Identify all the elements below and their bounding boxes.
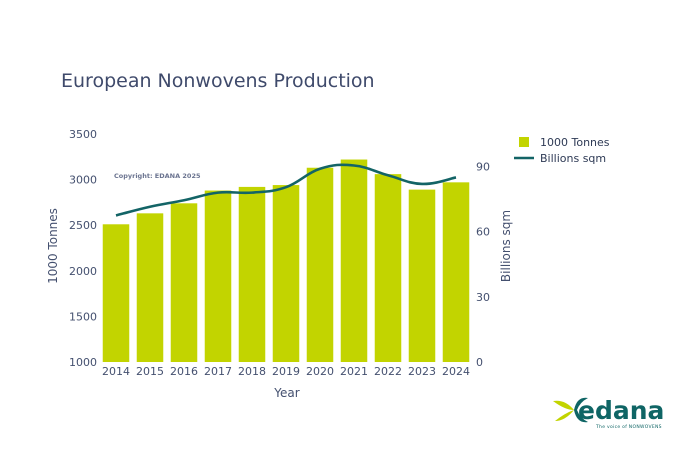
edana-swirl-icon <box>553 397 588 423</box>
right-tick-90: 90 <box>476 161 490 174</box>
bar-2018[interactable] <box>238 186 266 362</box>
right-axis-ticks: 0 30 60 90 <box>476 161 490 369</box>
x-tick-2015: 2015 <box>136 365 164 378</box>
x-tick-2017: 2017 <box>204 365 232 378</box>
line-series-billions-sqm <box>115 163 457 217</box>
x-axis-title: Year <box>273 386 299 400</box>
bar-2024[interactable] <box>442 182 470 362</box>
x-tick-2018: 2018 <box>238 365 266 378</box>
bar-2022[interactable] <box>374 174 402 362</box>
bar-2015[interactable] <box>136 213 164 362</box>
bar-2023[interactable] <box>408 189 436 362</box>
left-tick-3000: 3000 <box>69 174 97 187</box>
bar-2016[interactable] <box>170 203 198 362</box>
x-tick-2014: 2014 <box>102 365 130 378</box>
x-tick-2020: 2020 <box>306 365 334 378</box>
left-tick-2000: 2000 <box>69 265 97 278</box>
legend: 1000 Tonnes Billions sqm <box>514 136 610 165</box>
legend-bar-swatch[interactable] <box>519 137 529 147</box>
right-tick-0: 0 <box>476 356 483 369</box>
legend-label-tonnes[interactable]: 1000 Tonnes <box>540 136 610 149</box>
x-tick-2024: 2024 <box>442 365 470 378</box>
chart-title: European Nonwovens Production <box>61 70 375 92</box>
bar-series <box>102 159 470 362</box>
bar-2017[interactable] <box>204 190 232 362</box>
x-axis-ticks: 2014 2015 2016 2017 2018 2019 2020 2021 2022 2023… <box>102 365 470 378</box>
legend-label-sqm[interactable]: Billions sqm <box>540 152 606 165</box>
left-axis-ticks: 1000 1500 2000 2500 3000 3500 <box>69 128 97 369</box>
edana-logo: edana The voice of NONWOVENS <box>553 396 664 430</box>
edana-wordmark: edana <box>578 396 664 425</box>
bar-2020[interactable] <box>306 167 334 362</box>
bar-2021[interactable] <box>340 159 368 362</box>
right-tick-60: 60 <box>476 226 490 239</box>
right-axis-title: Billions sqm <box>499 210 513 282</box>
left-tick-1500: 1500 <box>69 310 97 323</box>
x-tick-2021: 2021 <box>340 365 368 378</box>
x-tick-2019: 2019 <box>272 365 300 378</box>
right-tick-30: 30 <box>476 291 490 304</box>
left-axis-title: 1000 Tonnes <box>46 208 60 284</box>
copyright-note: Copyright: EDANA 2025 <box>114 172 201 180</box>
x-tick-2023: 2023 <box>408 365 436 378</box>
bar-2014[interactable] <box>102 224 130 362</box>
x-tick-2022: 2022 <box>374 365 402 378</box>
left-tick-3500: 3500 <box>69 128 97 141</box>
edana-tagline: The voice of NONWOVENS <box>595 424 662 430</box>
bar-2019[interactable] <box>272 185 300 362</box>
x-tick-2016: 2016 <box>170 365 198 378</box>
left-tick-2500: 2500 <box>69 219 97 232</box>
left-tick-1000: 1000 <box>69 356 97 369</box>
